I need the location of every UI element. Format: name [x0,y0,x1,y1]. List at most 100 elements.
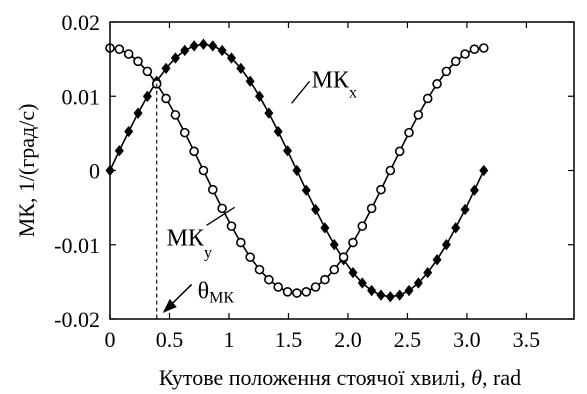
data-point-circle [357,221,368,231]
data-point-circle [282,287,293,297]
data-point-diamond [376,289,386,301]
data-point-diamond [367,284,377,297]
x-tick-label: 1 [223,327,234,352]
y-tick-label: 0 [89,159,100,184]
data-point-diamond [254,90,265,102]
x-axis-label-prefix: Кутове положення стоячої хвилі, [159,365,471,390]
data-point-circle [236,237,246,248]
data-point-diamond [423,266,433,279]
y-tick-label: 0.01 [62,84,101,109]
data-point-diamond [460,203,470,216]
data-point-circle [441,66,452,77]
data-point-diamond [413,277,423,289]
data-point-circle [142,66,153,77]
series-markers [105,38,489,303]
data-point-diamond [133,107,143,119]
data-point-circle [179,127,190,138]
mky-label-sub: y [204,244,212,261]
data-point-diamond [208,40,218,52]
data-point-diamond [292,164,302,177]
data-point-diamond [329,239,339,251]
y-tick-label: -0.02 [54,307,100,332]
mkx-leader-line [291,80,311,104]
x-tick-label: 1.5 [275,327,303,352]
data-point-circle [366,203,377,214]
data-point-diamond [320,222,330,234]
data-point-diamond [395,289,405,301]
data-point-diamond [114,145,124,157]
data-point-diamond [124,125,134,138]
data-point-circle [432,79,442,89]
data-point-diamond [348,266,358,279]
mkx-label-main: МК [312,67,350,93]
x-tick-label: 0.5 [156,327,184,352]
data-point-diamond [432,254,442,266]
data-point-diamond [180,44,190,57]
x-tick-label: 2.5 [394,327,422,352]
data-point-circle [161,93,171,104]
data-point-circle [450,56,461,67]
data-point-diamond [283,145,293,157]
data-point-circle [217,203,227,214]
data-point-circle [226,221,237,231]
mkx-label-sub: x [349,84,357,101]
data-point-diamond [245,75,255,87]
data-point-diamond [217,44,227,57]
data-point-diamond [451,222,461,234]
theta-mk-label-sub: МК [209,289,234,306]
data-point-diamond [441,239,451,251]
x-tick-label: 0 [105,327,116,352]
x-axis-label-symbol: θ [471,365,482,390]
data-point-circle [310,282,321,292]
data-point-diamond [264,107,274,119]
data-point-circle [460,49,470,59]
x-tick-label: 3.5 [513,327,541,352]
data-point-circle [133,56,143,67]
data-point-diamond [161,62,171,75]
data-point-diamond [226,52,236,64]
data-point-circle [292,288,302,298]
x-tick-label: 3.0 [453,327,481,352]
y-axis-label: МК, 1/(град/с) [14,104,39,238]
data-point-diamond [385,291,395,303]
data-point-circle [348,237,358,248]
data-point-circle [413,110,424,120]
data-point-circle [301,287,312,297]
data-point-circle [114,44,125,54]
mky-label: МКy [167,225,212,261]
y-tick-label: 0.02 [62,10,101,35]
data-point-circle [404,127,414,138]
data-point-circle [264,274,274,285]
mky-label-main: МК [167,225,205,251]
theta-mk-label: θМК [198,278,235,306]
data-point-diamond [479,164,489,177]
plot-frame [109,21,575,320]
data-point-circle [338,252,349,262]
theta-arrow-head [162,299,177,313]
data-point-diamond [198,38,208,50]
data-point-circle [189,146,199,157]
data-point-circle [376,184,386,195]
data-point-diamond [236,62,246,75]
data-point-circle [469,44,480,54]
theta-mk-label-main: θ [198,278,210,304]
data-point-circle [123,49,134,59]
y-tick-label: -0.01 [54,233,100,258]
data-point-circle [254,264,265,275]
data-point-diamond [142,90,152,102]
data-point-circle [422,93,433,104]
data-point-circle [394,146,405,157]
mky-leader-line [206,206,235,226]
tick-labels: 0 0.5 1 1.5 2.0 2.5 3.0 3.5 0.02 0.01 0 -0.01 -0.02 [54,10,540,352]
data-point-diamond [189,40,199,52]
data-point-diamond [311,203,321,216]
data-point-diamond [273,125,283,138]
data-point-circle [320,274,330,285]
data-point-circle [385,165,396,176]
data-point-circle [170,110,181,120]
data-point-diamond [357,277,367,289]
data-point-diamond [170,52,180,64]
data-point-circle [478,43,489,53]
